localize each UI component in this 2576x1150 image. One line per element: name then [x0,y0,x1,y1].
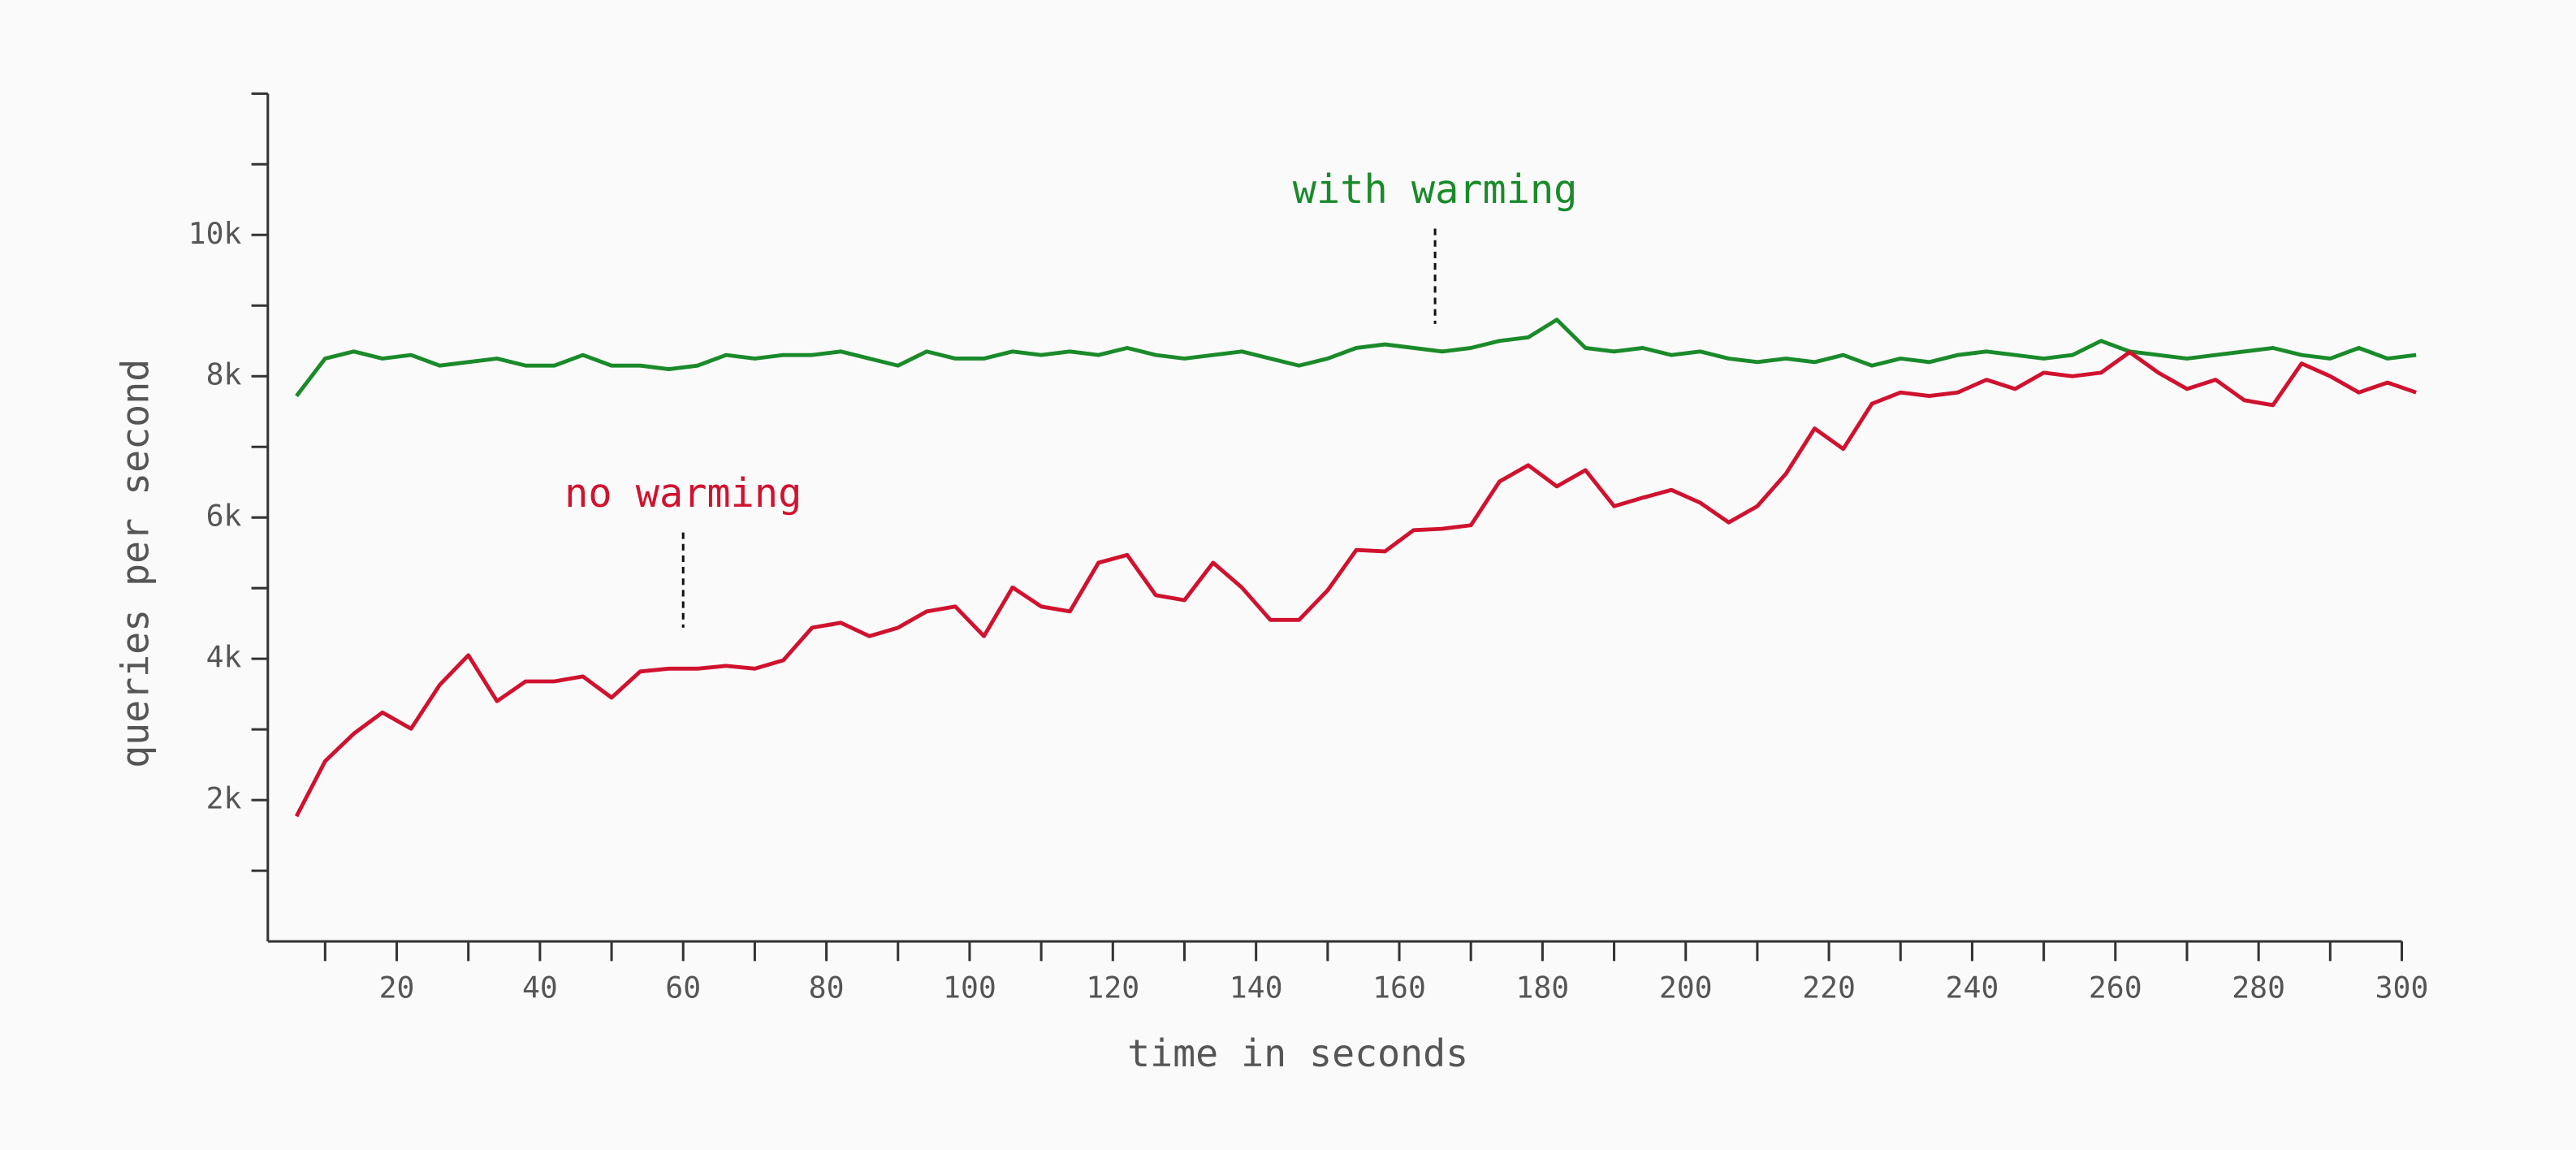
x-tick-label: 60 [665,970,701,1005]
y-axis-label: queries per second [114,359,158,768]
x-tick-label: 240 [1946,970,1999,1005]
x-tick-label: 120 [1086,970,1139,1005]
y-tick-label: 10k [188,216,242,251]
annotation-label: with warming [1293,167,1578,213]
x-tick-label: 280 [2232,970,2285,1005]
x-tick-label: 80 [809,970,845,1005]
x-tick-label: 260 [2089,970,2142,1005]
y-tick-label: 6k [206,499,242,534]
x-tick-label: 40 [522,970,558,1005]
x-tick-label: 20 [379,970,415,1005]
series-line [294,350,2417,818]
annotation-label: no warming [564,471,802,517]
y-tick-label: 4k [206,640,242,675]
x-axis-label: time in seconds [1127,1031,1468,1075]
y-tick-label: 2k [206,781,242,816]
x-tick-label: 200 [1659,970,1713,1005]
x-tick-label: 220 [1802,970,1856,1005]
x-tick-label: 100 [943,970,996,1005]
x-tick-label: 140 [1230,970,1283,1005]
x-tick-label: 160 [1372,970,1426,1005]
x-tick-label: 300 [2375,970,2429,1005]
series-line [295,318,2417,398]
x-tick-label: 180 [1515,970,1569,1005]
y-tick-label: 8k [206,357,242,392]
